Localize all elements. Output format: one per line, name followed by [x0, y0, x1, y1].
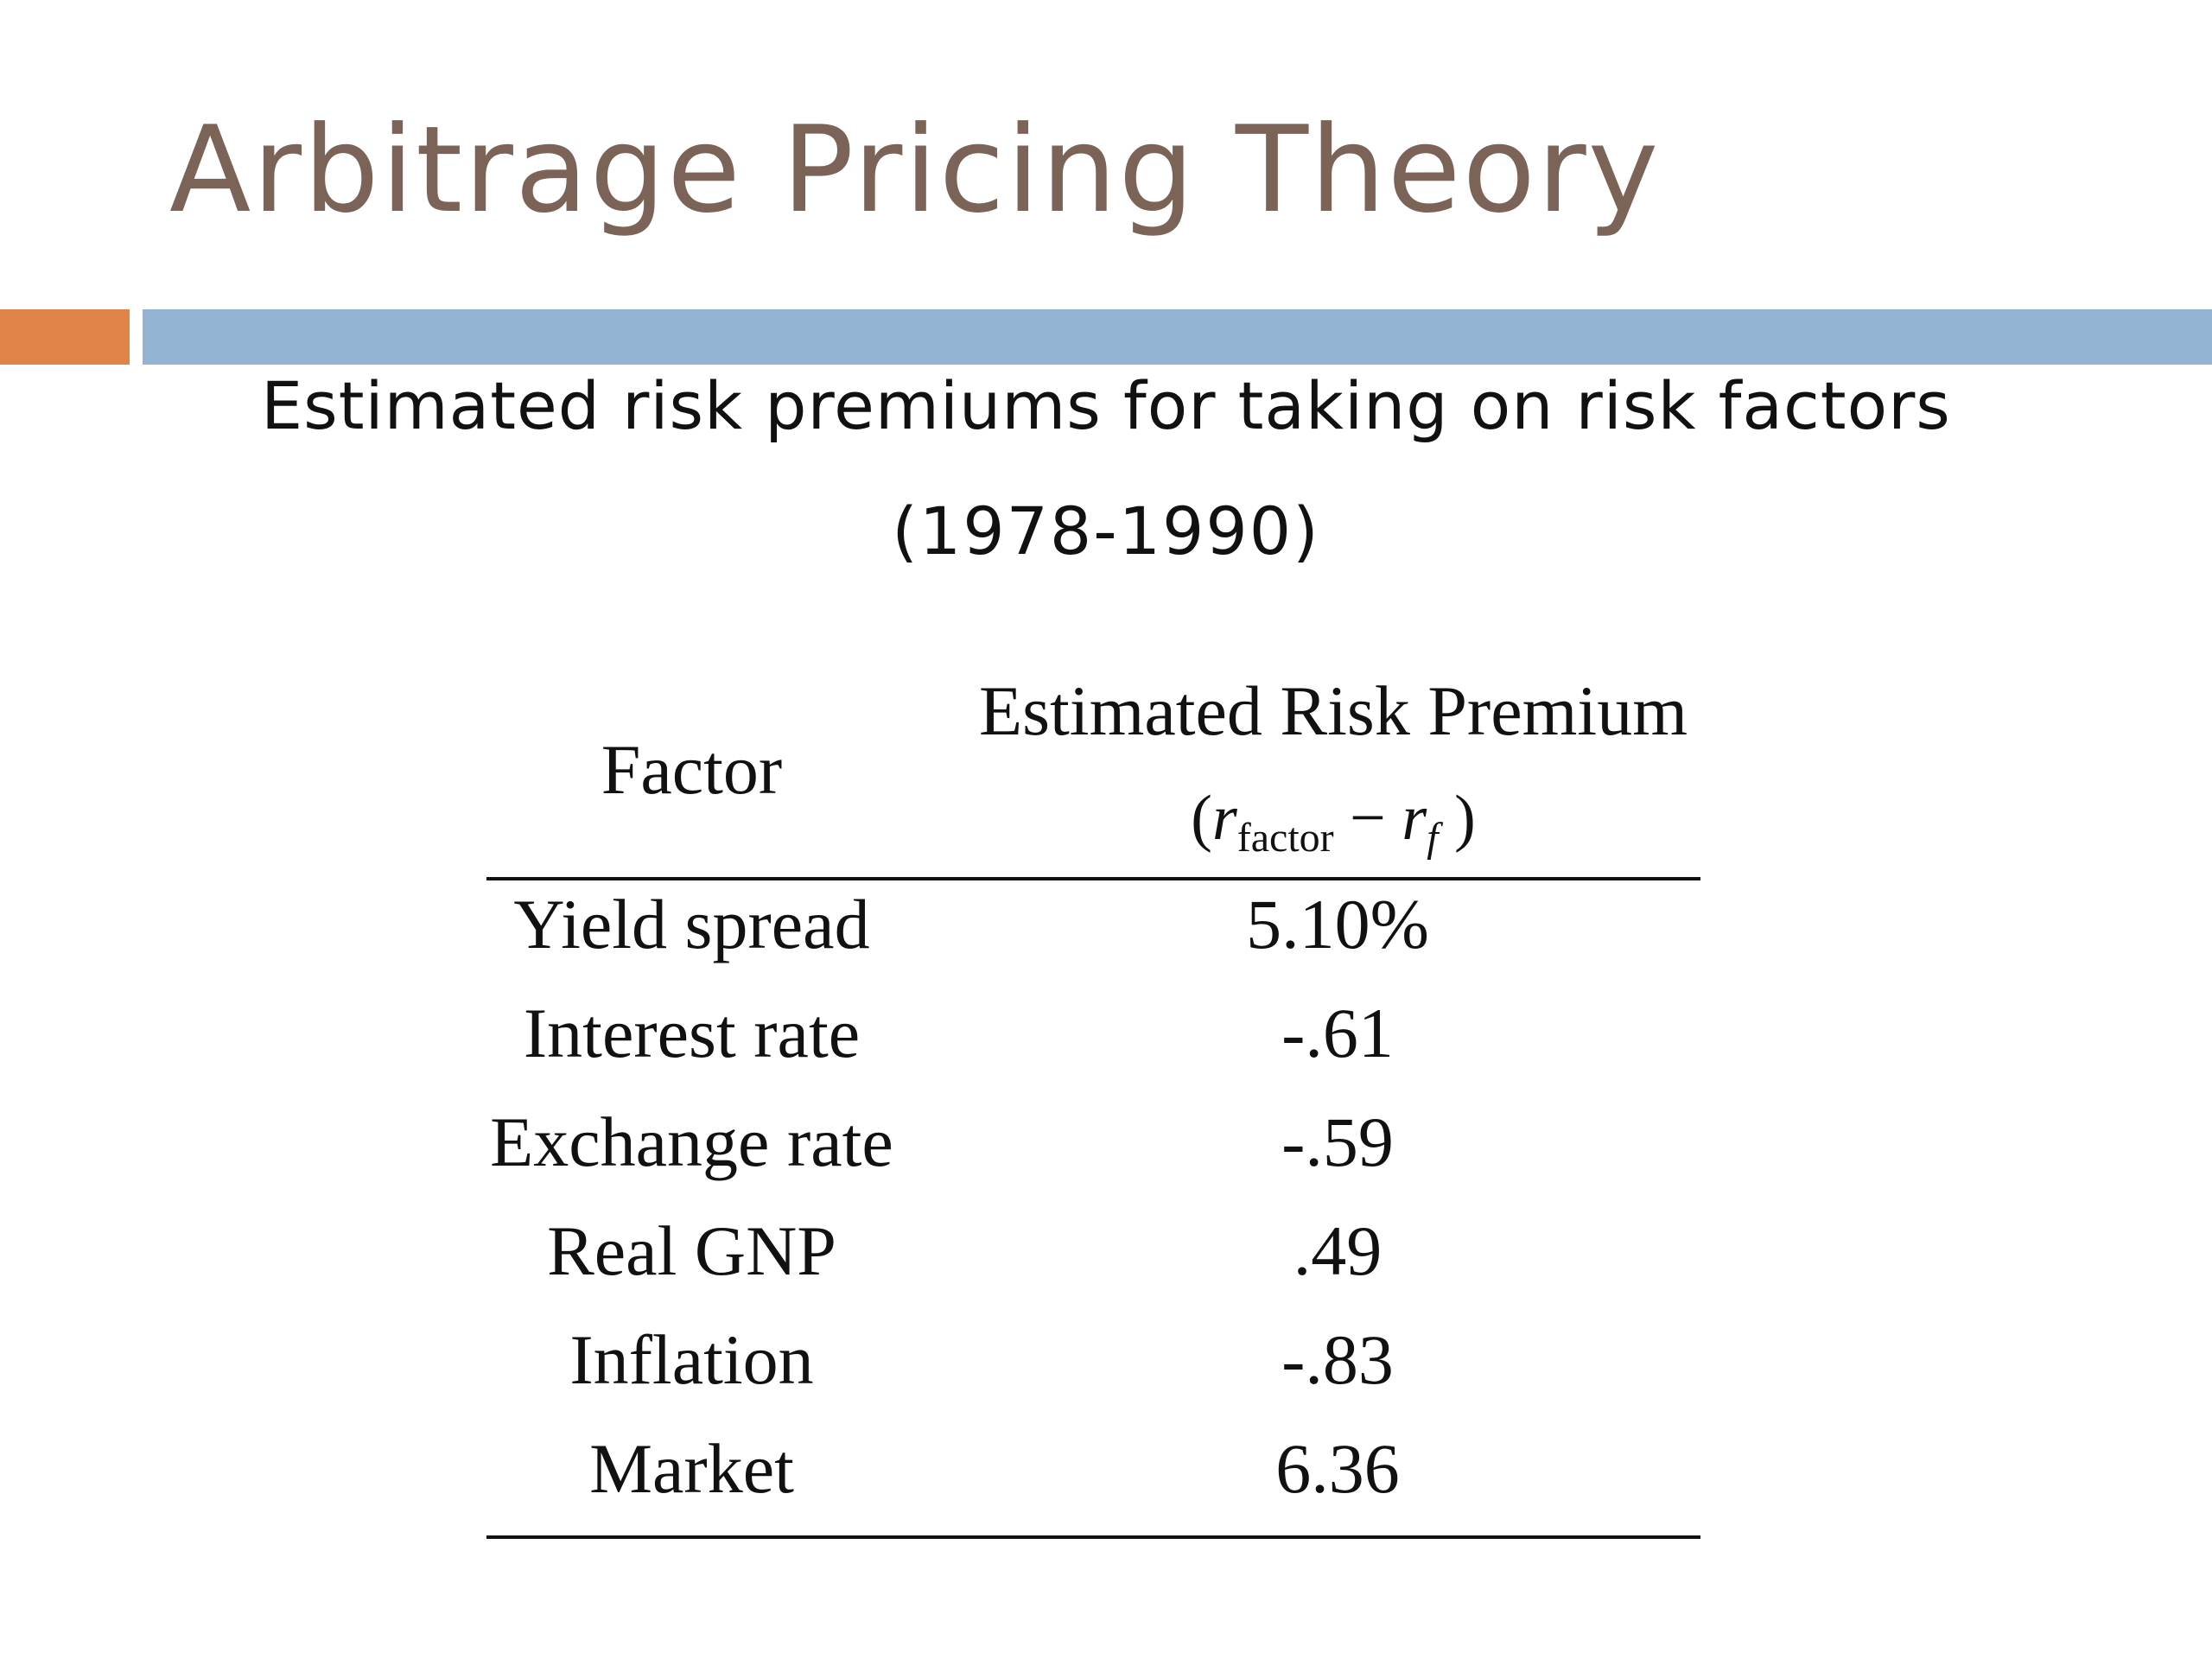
table-top-rule: [486, 877, 1700, 880]
subtitle-line-1: Estimated risk premiums for taking on ri…: [261, 367, 1951, 444]
factor-column-header: Factor: [601, 730, 783, 809]
premium-column-header: Estimated Risk Premium: [979, 671, 1688, 750]
formula-r-f: r: [1402, 783, 1427, 854]
table-row: Interest rate -.61: [486, 989, 1700, 1098]
table-body: Yield spread 5.10% Interest rate -.61 Ex…: [486, 880, 1700, 1535]
formula-r-factor: r: [1211, 783, 1237, 854]
factor-cell: Real GNP: [547, 1211, 836, 1290]
table-bottom-rule: [486, 1535, 1700, 1539]
table-row: Real GNP .49: [486, 1207, 1700, 1316]
table-row: Inflation -.83: [486, 1316, 1700, 1425]
factor-cell: Exchange rate: [490, 1103, 893, 1181]
premium-value: -.83: [1281, 1320, 1394, 1399]
premium-value: -.59: [1281, 1103, 1394, 1181]
factor-cell: Market: [589, 1429, 794, 1508]
factor-cell: Inflation: [569, 1320, 814, 1399]
risk-premium-table: Factor Estimated Risk Premium (rfactor −…: [486, 665, 1700, 1539]
premium-value: .49: [1293, 1211, 1382, 1290]
factor-cell: Interest rate: [523, 994, 861, 1072]
table-row: Market 6.36: [486, 1425, 1700, 1534]
accent-bar-blue: [143, 309, 2212, 365]
premium-formula: (rfactor − rf ): [966, 786, 1700, 859]
formula-open-paren: (: [1191, 783, 1212, 854]
formula-sub-factor: factor: [1236, 815, 1334, 861]
table-row: Yield spread 5.10%: [486, 880, 1700, 989]
accent-bar-orange: [0, 309, 130, 365]
formula-minus: −: [1333, 783, 1402, 854]
formula-close-paren: ): [1438, 783, 1476, 854]
table-row: Exchange rate -.59: [486, 1098, 1700, 1207]
premium-value: -.61: [1281, 994, 1394, 1072]
slide-title: Arbitrage Pricing Theory: [169, 100, 1661, 239]
table-header: Factor Estimated Risk Premium (rfactor −…: [486, 665, 1700, 877]
factor-cell: Yield spread: [513, 885, 870, 963]
subtitle-line-2: (1978-1990): [892, 493, 1320, 569]
formula-sub-f: f: [1427, 815, 1439, 861]
premium-value: 5.10%: [1246, 885, 1429, 963]
premium-value: 6.36: [1275, 1429, 1400, 1508]
